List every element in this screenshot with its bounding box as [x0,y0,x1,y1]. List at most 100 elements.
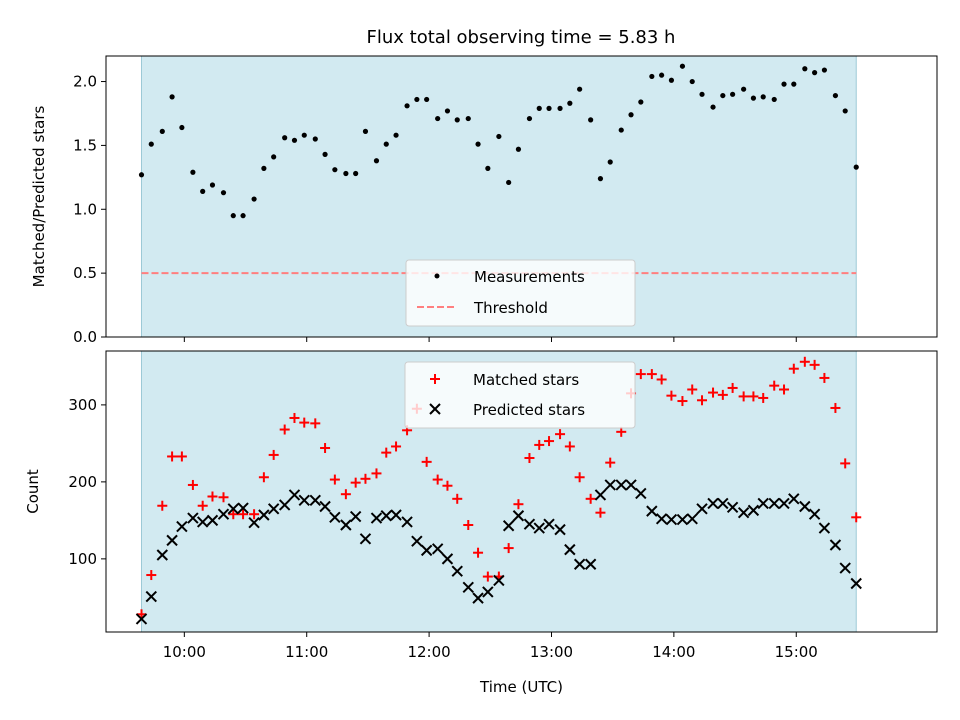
measurement-point [261,165,267,171]
top-y-tick-label: 1.5 [73,136,97,154]
predicted-star-point [217,508,230,520]
matched-star-point [452,493,463,504]
predicted-star-point [757,497,769,510]
measurement-point [557,105,563,111]
measurement-point [424,96,430,103]
predicted-star-point [258,509,270,521]
matched-star-point [482,571,493,582]
top-plot-frame [105,55,938,338]
measurement-point [138,172,145,178]
predicted-star-point [707,497,719,510]
predicted-star-point [176,520,188,533]
measurement-points [138,63,859,219]
matched-star-point [799,356,810,367]
predicted-star-point [554,523,566,536]
x-tick-label: 12:00 [407,643,450,661]
matched-star-point [635,369,646,380]
predicted-star-point [655,513,668,525]
matched-star-point [840,458,851,469]
measurement-point [444,108,451,114]
predicted-star-point [340,519,352,531]
x-tick-label: 11:00 [285,643,328,661]
measurement-point [515,146,522,152]
x-axis-label: Time (UTC) [479,678,563,696]
matched-star-point [268,449,279,460]
predicted-star-point [533,522,545,534]
predicted-star-point [829,539,842,551]
predicted-star-point [512,510,525,522]
predicted-star-point [462,581,474,594]
predicted-star-point [329,511,341,523]
matched-star-points [136,356,862,620]
predicted-star-point [206,514,219,527]
predicted-star-points [135,479,862,625]
measurement-point [526,115,533,122]
matched-star-point [687,384,698,395]
predicted-star-point [604,479,616,491]
measurement-point [148,141,154,147]
predicted-star-point [747,504,760,517]
measurement-point [169,94,175,100]
measurement-point [607,159,613,165]
predicted-star-point [156,549,169,561]
x-tick-label: 10:00 [163,643,206,661]
matched-star-point [360,473,371,484]
predicted-star-point [411,535,423,547]
bottom-y-axis-label: Count [24,469,42,514]
top-panel: 0.00.51.01.52.0 Matched/Predicted stars … [30,55,938,346]
measurement-point [781,81,787,87]
matched-star-point [207,491,218,502]
predicted-star-point [625,479,637,491]
matched-star-point [851,512,862,523]
matched-star-point [320,443,331,454]
measurement-point [301,132,307,138]
predicted-star-point [502,520,515,532]
matched-star-point [176,451,187,462]
matched-star-point [534,439,545,450]
measurement-point [271,154,277,160]
predicted-star-point [482,586,494,598]
predicted-star-point [665,513,678,526]
predicted-star-point [319,500,331,513]
bottom-plot-frame [105,350,938,633]
predicted-star-point [349,510,362,523]
predicted-star-point [370,512,383,524]
matched-star-point [371,468,382,479]
matched-star-point [473,547,484,558]
matched-star-point [758,392,769,403]
measurement-point [638,99,644,105]
measurement-point [699,91,705,97]
measurement-point [465,115,471,122]
matched-star-point [503,543,514,554]
predicted-star-point [237,502,249,514]
measurement-point [496,133,502,140]
measurement-point [414,96,420,103]
matched-star-point [779,384,790,395]
measurement-point [842,108,848,114]
predicted-star-point [615,479,627,491]
matched-star-point [442,480,453,491]
matched-star-point [432,474,443,485]
measurement-point [802,66,808,72]
predicted-star-point [543,518,555,530]
measurement-point [353,170,359,177]
predicted-star-point [788,493,800,505]
predicted-star-point [298,494,310,507]
matched-star-point [727,382,738,393]
measurement-point [730,91,736,97]
matched-star-point [656,374,667,385]
measurement-point [741,86,747,92]
measurement-point [506,179,512,186]
measurement-point [750,95,757,101]
matched-star-point [421,456,432,467]
matched-star-point [157,500,168,511]
matched-star-point [677,396,688,407]
matched-star-point [238,509,249,520]
measurement-point [362,128,369,134]
matched-star-point [329,474,340,485]
bottom-y-tick-label: 200 [68,473,97,491]
bottom-x-ticks: 10:00 11:00 12:00 13:00 14:00 15:00 [163,632,818,661]
matched-star-point [524,453,535,464]
predicted-legend-label: Predicted stars [473,401,585,419]
predicted-star-point [799,500,811,513]
